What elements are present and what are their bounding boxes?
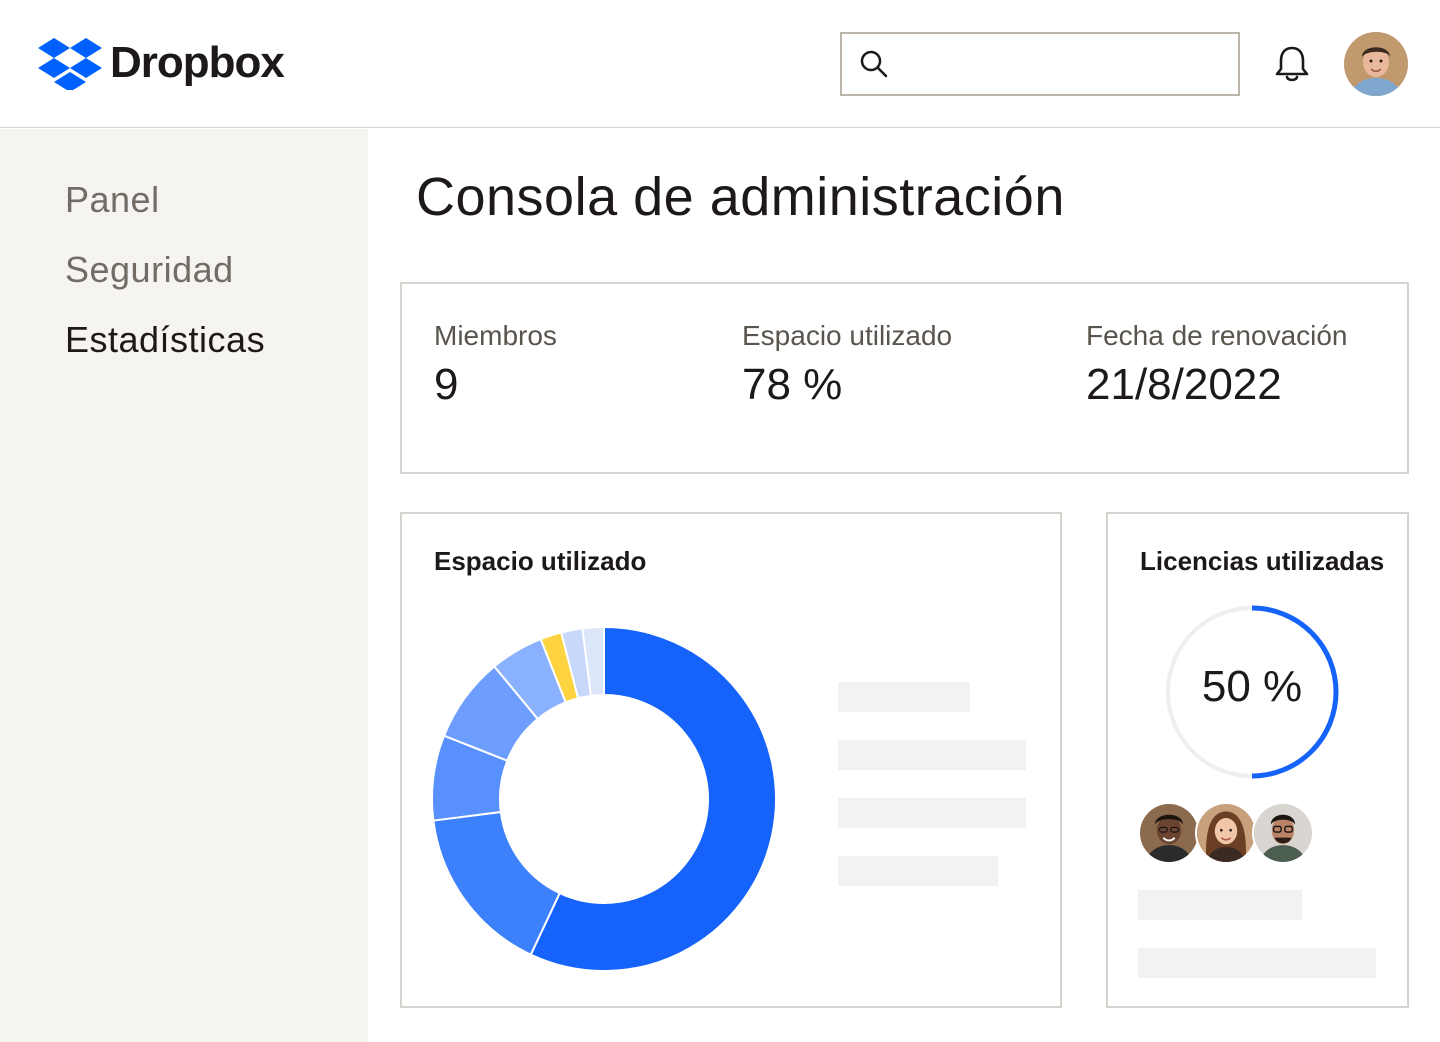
legend-placeholder xyxy=(838,798,1026,828)
card-title: Licencias utilizadas xyxy=(1140,546,1385,576)
licenses-progress-ring xyxy=(1166,605,1339,779)
legend-placeholder xyxy=(838,740,1026,770)
legend-placeholder xyxy=(838,682,970,712)
donut-slice-8 xyxy=(581,625,605,697)
user-avatar[interactable] xyxy=(1344,32,1408,96)
donut-slice-2 xyxy=(432,810,562,956)
sidebar-item-estadisticas[interactable]: Estadísticas xyxy=(65,319,266,360)
member-avatar xyxy=(1138,802,1200,864)
member-avatar xyxy=(1252,802,1314,864)
member-placeholder xyxy=(1138,948,1376,978)
member-avatar xyxy=(1195,802,1257,864)
search-input[interactable] xyxy=(902,44,1222,84)
stat-value: 9 xyxy=(434,360,459,409)
dropbox-logo[interactable]: Dropbox xyxy=(38,36,285,90)
legend-placeholder xyxy=(838,856,998,886)
card-title: Espacio utilizado xyxy=(434,546,647,576)
stat-space-used: Espacio utilizado 78 % xyxy=(742,320,952,410)
stat-label: Fecha de renovación xyxy=(1086,320,1348,351)
stat-value: 21/8/2022 xyxy=(1086,360,1282,409)
sidebar-item-seguridad[interactable]: Seguridad xyxy=(65,249,234,290)
bell-icon[interactable] xyxy=(1270,42,1314,86)
licenses-percent: 50 % xyxy=(1201,662,1303,711)
stat-value: 78 % xyxy=(742,360,843,409)
search-icon xyxy=(860,50,888,78)
donut-slice-1 xyxy=(529,625,778,972)
stat-renewal-date: Fecha de renovación 21/8/2022 xyxy=(1086,320,1348,410)
stat-label: Miembros xyxy=(434,320,557,351)
dropbox-box-icon xyxy=(38,38,102,90)
ring-progress xyxy=(1251,605,1339,779)
space-donut-chart xyxy=(431,625,778,972)
licenses-card: Licencias utilizadas 50 % xyxy=(1106,512,1409,1008)
sidebar: Panel Seguridad Estadísticas xyxy=(0,129,368,1042)
stats-card: Miembros 9 Espacio utilizado 78 % Fecha … xyxy=(400,282,1409,474)
stat-label: Espacio utilizado xyxy=(742,320,953,351)
search-box[interactable] xyxy=(840,32,1240,96)
page-title: Consola de administración xyxy=(416,167,1065,227)
sidebar-item-panel[interactable]: Panel xyxy=(65,179,160,220)
stat-members: Miembros 9 xyxy=(434,320,557,410)
top-bar: Dropbox xyxy=(0,0,1440,128)
member-placeholder xyxy=(1138,890,1302,920)
space-used-card: Espacio utilizado xyxy=(400,512,1062,1008)
brand-name: Dropbox xyxy=(110,38,285,87)
